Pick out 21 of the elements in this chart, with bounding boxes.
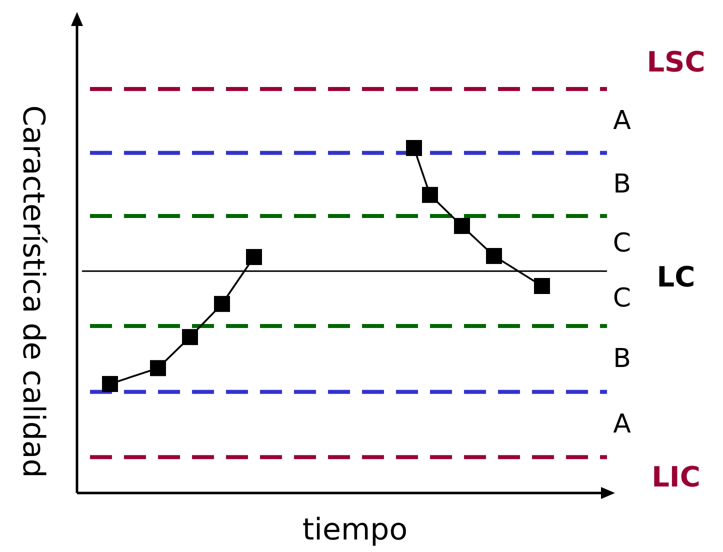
text: C: [612, 228, 632, 259]
point: [422, 186, 438, 203]
text: A: [613, 106, 632, 136]
point: [454, 218, 470, 234]
y-axis-title: Característica de calidad: [16, 105, 50, 478]
point: [102, 376, 118, 392]
point: [534, 278, 550, 294]
point: [214, 296, 230, 312]
point: [246, 249, 262, 266]
ref-line-label: LSC: [646, 46, 706, 79]
text: B: [613, 169, 631, 200]
ref-line-label: LIC: [652, 460, 700, 494]
point: [486, 248, 502, 264]
text: B: [613, 344, 631, 374]
point: [182, 329, 198, 346]
x-axis-title: tiempo: [302, 512, 408, 548]
point: [150, 360, 166, 376]
text: C: [612, 284, 632, 314]
text: A: [613, 410, 632, 440]
point: [406, 140, 422, 156]
ref-line-label: LC: [656, 260, 696, 294]
